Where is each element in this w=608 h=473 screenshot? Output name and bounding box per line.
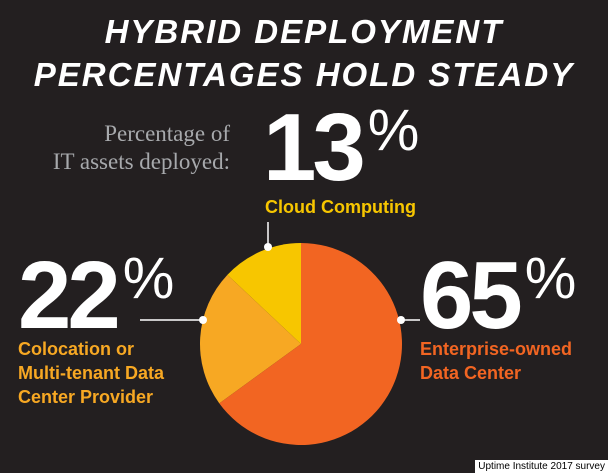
leader-dot bbox=[199, 316, 207, 324]
value-label-part: % bbox=[122, 246, 175, 311]
subtitle: Percentage of IT assets deployed: bbox=[30, 120, 230, 176]
subtitle-line: IT assets deployed: bbox=[52, 149, 230, 174]
leader-dot bbox=[264, 243, 272, 251]
pie-slice bbox=[227, 243, 301, 344]
source: Uptime Institute 2017 survey bbox=[475, 460, 608, 473]
value-label-part: % bbox=[524, 246, 577, 311]
leader-dot bbox=[397, 316, 405, 324]
value-label: 65% bbox=[420, 248, 576, 344]
pie-slice bbox=[200, 274, 301, 404]
value-label: 22% bbox=[18, 248, 174, 344]
category-label: Enterprise-owned Data Center bbox=[420, 339, 573, 383]
category-label: Cloud Computing bbox=[265, 197, 416, 217]
title-line: PERCENTAGES HOLD STEADY bbox=[33, 56, 575, 93]
title: HYBRID DEPLOYMENT PERCENTAGES HOLD STEAD… bbox=[0, 10, 608, 96]
value-label-part: 22 bbox=[18, 242, 121, 349]
value-label-part: % bbox=[367, 98, 420, 163]
title-line: HYBRID DEPLOYMENT bbox=[104, 13, 504, 50]
value-label-part: 13 bbox=[263, 94, 366, 201]
category-label: Colocation or Multi-tenant Data Center P… bbox=[18, 339, 164, 407]
value-label-part: 65 bbox=[420, 242, 523, 349]
value-label: 13% bbox=[263, 100, 419, 196]
subtitle-line: Percentage of bbox=[104, 121, 230, 146]
pie-slice bbox=[219, 243, 402, 445]
